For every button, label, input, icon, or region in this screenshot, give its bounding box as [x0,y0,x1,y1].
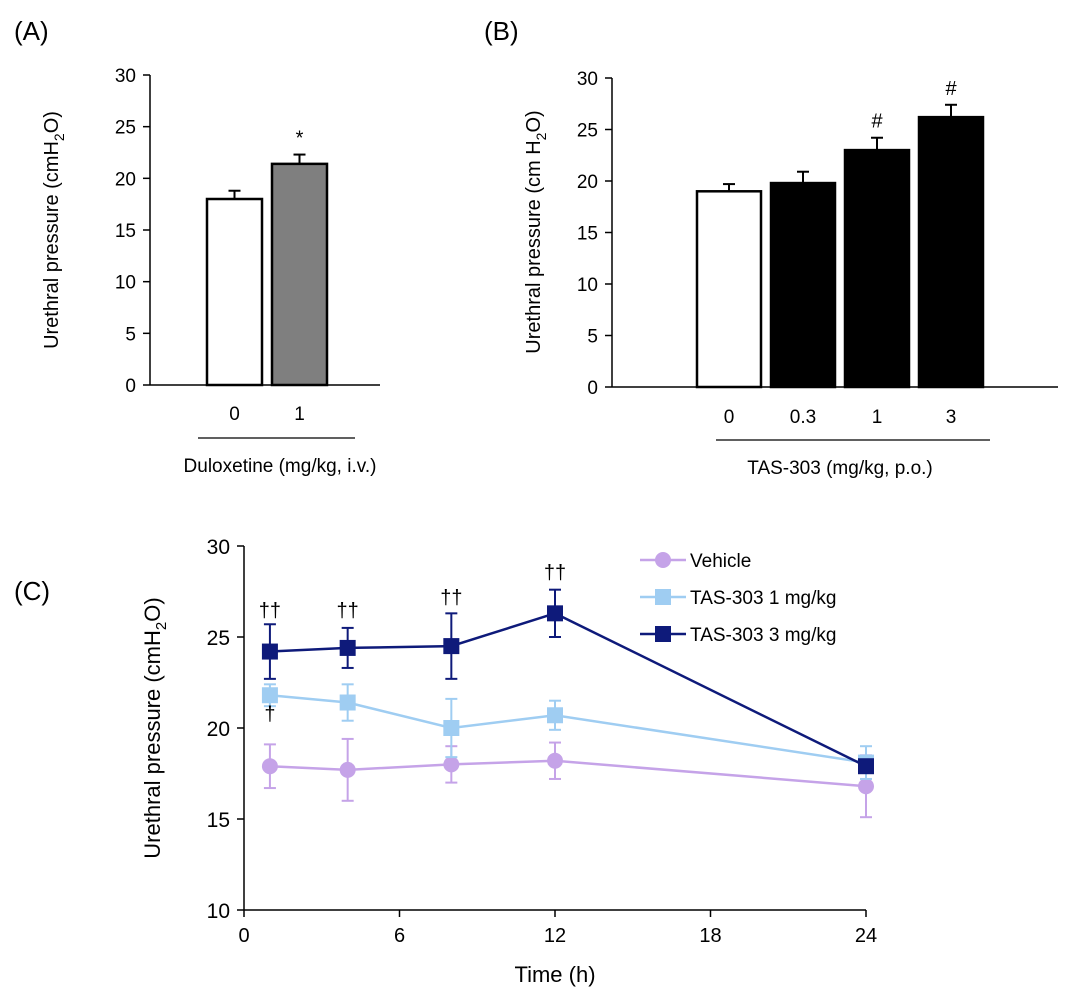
y-tick-label: 30 [207,536,230,559]
y-tick-label: 10 [115,273,136,294]
category-label: 0 [229,404,240,425]
significance-mark: # [945,78,957,100]
significance-mark: †† [544,562,566,584]
significance-mark: †† [440,587,462,609]
series-vehicle [261,737,874,819]
data-point [339,639,356,656]
panel-a-y-axis-title: Urethral pressure (cmH2O) [41,111,67,349]
y-tick-label: 30 [115,66,136,87]
panel-a-y-ticks: 0 5 10 15 20 25 30 [115,66,150,397]
panel-b-category-labels: 0 0.3 1 3 [724,407,957,428]
bar [205,197,264,387]
data-point [339,694,356,711]
y-tick-label: 0 [125,376,136,397]
category-label: 1 [872,407,883,428]
data-point [261,687,278,704]
bar [695,190,763,389]
panel-c-x-ticks: 0 6 12 18 24 [238,910,877,947]
bar [270,162,329,387]
series-line [269,693,867,764]
legend-marker [655,589,671,605]
panel-b-x-axis-title: TAS-303 (mg/kg, p.o.) [747,458,933,479]
y-tick-label: 25 [115,118,136,139]
significance-mark: †† [259,600,281,622]
series-tas-303-3-mg-kg [261,588,874,775]
panel-c-annotations: †† ††††††† [259,562,566,726]
panel-a-bars: * [205,128,329,387]
legend-marker [655,626,671,642]
data-point [261,758,278,775]
data-point [261,643,278,660]
x-tick-label: 0 [238,925,249,947]
data-point [443,720,460,736]
y-tick-label: 15 [115,221,136,242]
legend-label: TAS-303 3 mg/kg [690,625,836,646]
y-tick-label: 25 [577,121,598,142]
panel-c-label: (C) [14,576,50,606]
panel-c-legend: Vehicle TAS-303 1 mg/kg TAS-303 3 mg/kg [640,551,836,646]
panel-c-x-axis-title: Time (h) [514,962,595,987]
panel-b-y-axis-title: Urethral pressure (cm H2O) [523,110,549,353]
y-tick-label: 30 [577,69,598,90]
panel-b-y-ticks: 0 5 10 15 20 25 30 [577,69,612,399]
panel-c-y-axis-title: Urethral pressure (cmH2O) [140,597,170,858]
legend-label: TAS-303 1 mg/kg [690,588,836,609]
y-tick-label: 15 [207,809,230,832]
panel-a-x-axis-title: Duloxetine (mg/kg, i.v.) [184,456,377,477]
data-point [858,758,874,775]
y-tick-label: 15 [577,224,598,245]
y-tick-label: 25 [207,627,230,650]
x-tick-label: 24 [855,925,877,947]
significance-mark: † [264,704,275,726]
y-tick-label: 20 [207,718,230,741]
significance-mark: †† [337,600,359,622]
panel-b-label: (B) [484,16,519,46]
data-point [547,605,563,622]
panel-c-y-ticks: 10 15 20 25 30 [207,536,244,923]
category-label: 0 [724,407,735,428]
legend-marker [655,552,671,568]
panel-a-label: (A) [14,16,49,46]
series-line [269,759,867,788]
panel-b-bars: ## [695,78,985,389]
data-point [858,778,874,795]
y-tick-label: 10 [577,275,598,296]
panel-c-series [261,588,874,819]
data-point [443,756,460,773]
y-tick-label: 5 [587,327,598,348]
bar [917,115,985,389]
x-tick-label: 18 [699,925,721,947]
category-label: 1 [294,404,305,425]
data-point [339,761,356,778]
data-point [547,707,563,724]
category-label: 3 [946,407,957,428]
legend-label: Vehicle [690,551,751,572]
y-tick-label: 0 [587,378,598,399]
y-tick-label: 10 [207,900,230,923]
y-tick-label: 20 [577,172,598,193]
panel-c: (C) 10 15 20 25 30 0 6 12 18 24 Urethral pressur… [14,536,877,987]
y-tick-label: 20 [115,169,136,190]
data-point [443,638,460,655]
data-point [547,752,563,769]
y-tick-label: 5 [125,324,136,345]
bar [843,148,911,389]
x-tick-label: 12 [544,925,566,947]
category-label: 0.3 [790,407,816,428]
significance-mark: # [871,111,883,133]
significance-mark: * [296,128,304,150]
bar [769,181,837,389]
x-tick-label: 6 [394,925,405,947]
